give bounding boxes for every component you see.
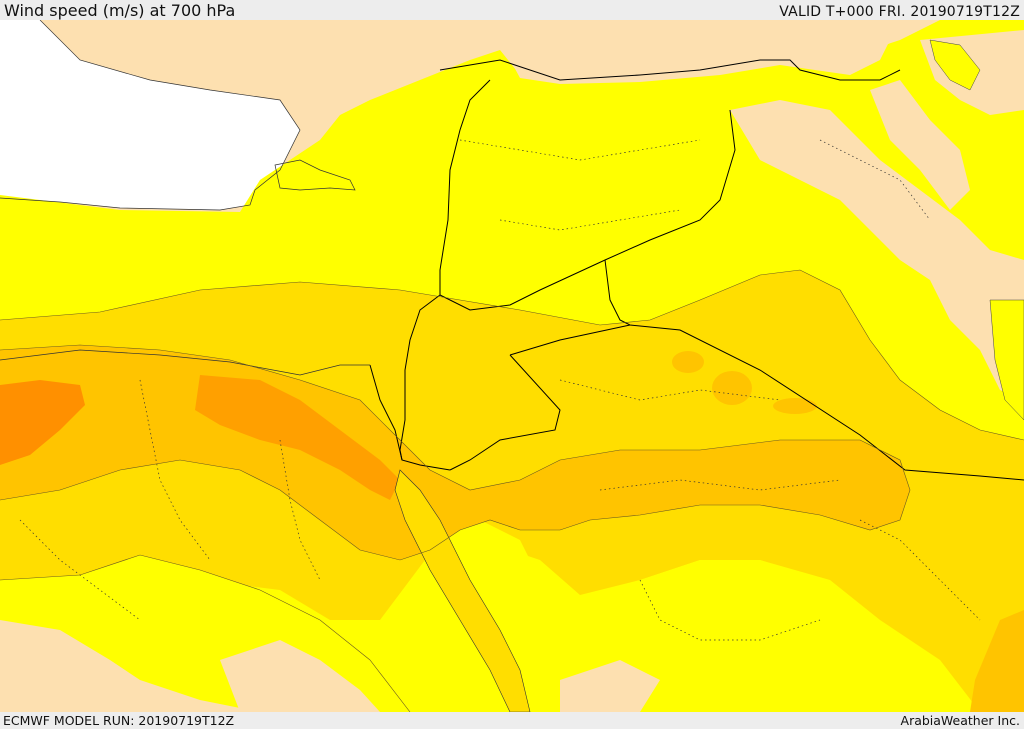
wind-spot-orange-3 (773, 398, 817, 414)
wind-spot-orange-1 (672, 351, 704, 373)
persian-gulf (989, 299, 1024, 421)
land-patch-arabia-south (560, 660, 660, 712)
header-bar: Wind speed (m/s) at 700 hPa VALID T+000 … (0, 0, 1024, 20)
credit-label: ArabiaWeather Inc. (900, 713, 1020, 728)
wind-band-amber-south-east (970, 610, 1024, 712)
land-patch-turkey (500, 20, 900, 84)
red-sea (394, 469, 531, 712)
coastlines (0, 20, 370, 376)
mediterranean-sea (0, 20, 300, 210)
wind-spot-orange-2 (712, 371, 752, 405)
model-run-label: ECMWF MODEL RUN: 20190719T12Z (3, 713, 235, 728)
wind-contours (0, 269, 1024, 712)
wind-band-yellow-south-east (470, 540, 880, 712)
caspian-sea (929, 39, 981, 91)
weather-map[interactable] (0, 20, 1024, 712)
land-patch-iran (730, 100, 1024, 400)
map-title: Wind speed (m/s) at 700 hPa (4, 1, 236, 20)
land-patch-egypt-south (220, 640, 380, 712)
footer-bar: ECMWF MODEL RUN: 20190719T12Z ArabiaWeat… (0, 712, 1024, 729)
wind-band-dark-orange (0, 380, 85, 465)
wind-band-orange (195, 375, 400, 500)
land-patch-zagros (870, 80, 970, 210)
land-patch-africa-south (0, 620, 260, 712)
country-borders (369, 59, 1024, 481)
valid-time: VALID T+000 FRI. 20190719T12Z (779, 4, 1020, 20)
